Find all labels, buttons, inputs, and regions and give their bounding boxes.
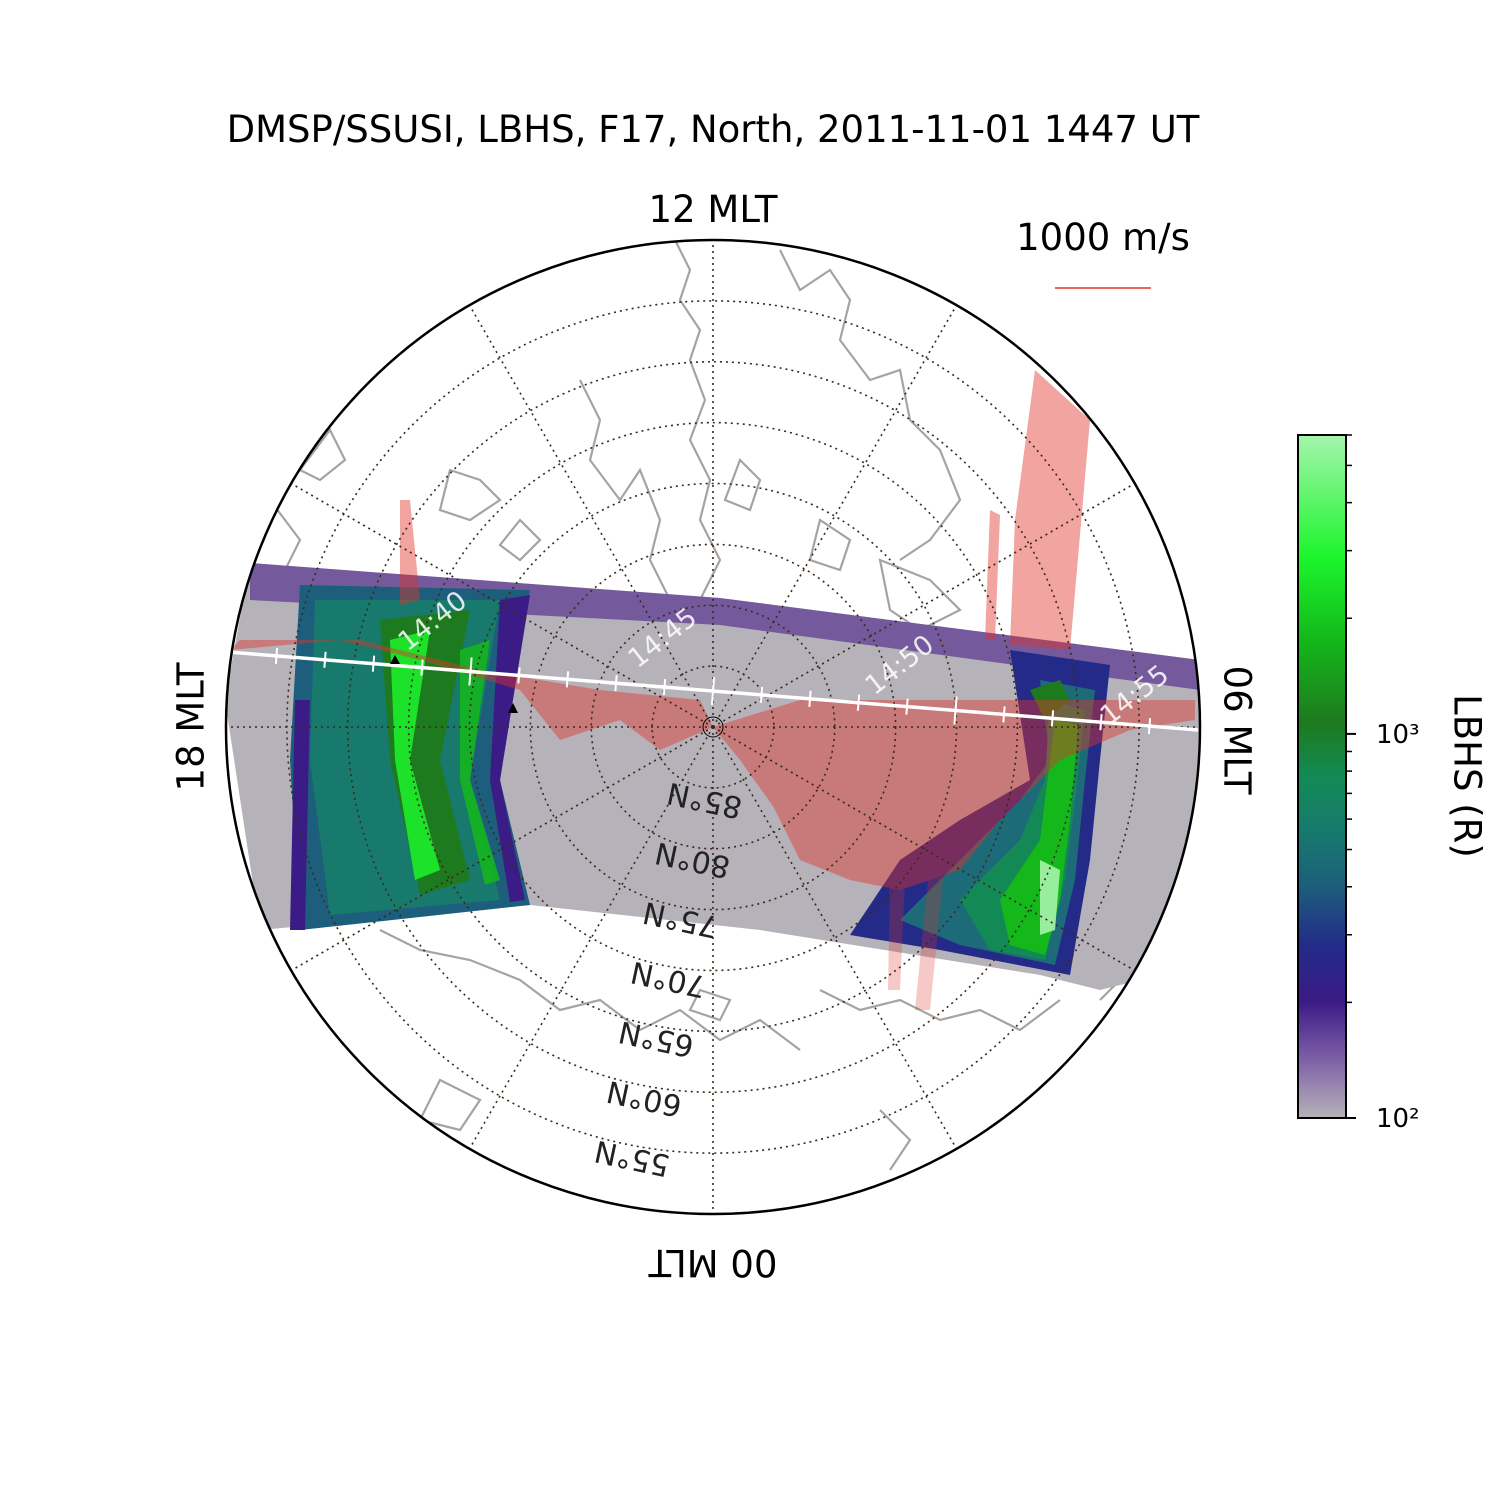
velocity-scale-label: 1000 m/s: [1016, 216, 1190, 259]
track-tick: [953, 696, 958, 725]
satellite-marker-2: [508, 703, 518, 713]
track-tick: [759, 686, 764, 703]
satellite-track: [227, 647, 1199, 735]
colorbar-label: LBHS (R): [1446, 694, 1489, 858]
track-tick: [1147, 718, 1152, 735]
track-tick: [662, 679, 667, 696]
pole-marker: [702, 716, 724, 738]
colorbar-tick-label: 10³: [1376, 720, 1420, 750]
lat-circle-65: [407, 421, 1019, 1033]
track-tick: [1002, 706, 1006, 723]
track-tick: [517, 667, 521, 684]
mlt-label-left: 18 MLT: [170, 662, 213, 791]
track-tick: [614, 675, 618, 692]
track-tick: [371, 655, 376, 672]
track-tick: [1050, 710, 1055, 727]
track-tick: [323, 651, 327, 668]
mlt-label-right: 06 MLT: [1216, 666, 1259, 795]
track-tick: [856, 694, 861, 711]
mlt-label-bottom: 00 MLT: [648, 1241, 777, 1284]
polar-disk-outline: [224, 238, 1202, 1216]
lat-circle-70: [468, 482, 958, 972]
track-tick: [420, 659, 424, 676]
lat-circle-75: [529, 543, 897, 911]
colorbar-tick-label: 10²: [1376, 1104, 1420, 1134]
track-tick: [274, 647, 279, 664]
track-tick: [710, 676, 716, 706]
velocity-vectors: [230, 370, 1195, 1010]
mlt-label-top: 12 MLT: [649, 188, 778, 231]
chart-title: DMSP/SSUSI, LBHS, F17, North, 2011-11-01…: [227, 108, 1200, 151]
colorbar-gradient: [1297, 434, 1347, 1119]
satellite-marker-1: [390, 655, 400, 664]
track-tick: [808, 690, 812, 707]
colorbar: 10² 10³ LBHS (R): [1297, 434, 1489, 1134]
track-tick: [565, 671, 570, 688]
track-tick: [468, 657, 473, 686]
dawn-auroral-band: [850, 650, 1110, 975]
track-tick: [905, 698, 909, 715]
polar-disk: [226, 240, 1200, 1214]
track-tick: [1099, 714, 1103, 731]
lat-circle-60: [346, 360, 1080, 1094]
